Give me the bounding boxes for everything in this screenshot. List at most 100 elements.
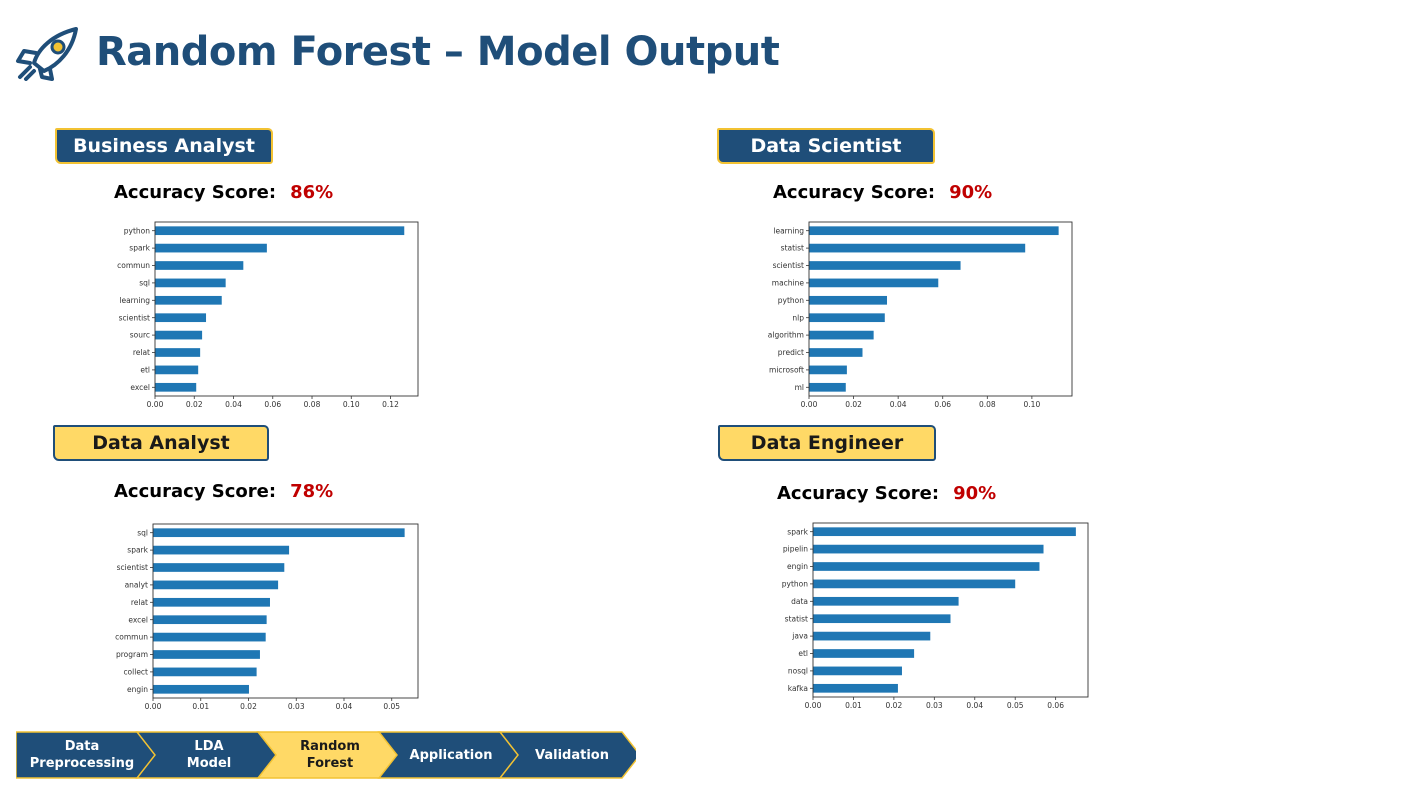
bar <box>155 261 244 270</box>
y-tick-label: scientist <box>117 563 148 572</box>
accuracy-value: 78% <box>290 481 334 502</box>
accuracy-label: Accuracy Score: <box>114 481 277 502</box>
y-tick-label: scientist <box>119 313 150 322</box>
bar <box>153 528 405 538</box>
x-tick-label: 0.00 <box>145 702 162 711</box>
y-tick-label: etl <box>798 649 808 658</box>
y-tick-label: python <box>124 226 150 235</box>
process-nav: Data Preprocessing LDA Model Random Forest… <box>16 731 636 779</box>
nav-step-5[interactable]: Validation <box>535 747 609 763</box>
bar <box>813 596 959 606</box>
x-tick-label: 0.03 <box>926 701 943 710</box>
y-tick-label: pipelin <box>783 545 808 554</box>
y-tick-label: relat <box>131 598 148 607</box>
bar <box>153 632 266 642</box>
y-tick-label: commun <box>115 633 148 642</box>
bar <box>153 545 290 555</box>
y-tick-label: ml <box>795 383 804 392</box>
accuracy-value: 90% <box>949 182 993 203</box>
y-tick-label: learning <box>773 226 804 235</box>
x-tick-label: 0.04 <box>336 702 353 711</box>
section-tag-business-analyst: Business Analyst <box>55 128 273 164</box>
bar <box>155 365 199 375</box>
bar <box>155 382 197 392</box>
bar <box>153 684 249 694</box>
y-tick-label: analyt <box>125 581 148 590</box>
y-tick-label: relat <box>133 348 150 357</box>
plot-frame <box>808 221 1073 397</box>
bar <box>809 330 874 340</box>
x-tick-label: 0.02 <box>845 400 862 409</box>
y-tick-label: predict <box>778 348 804 357</box>
accuracy-score-data-scientist: Accuracy Score: 90% <box>773 182 992 203</box>
y-tick-label: program <box>116 650 148 659</box>
section-tag-data-scientist: Data Scientist <box>717 128 935 164</box>
y-tick-label: machine <box>772 279 805 288</box>
y-tick-label: python <box>782 580 808 589</box>
x-tick-label: 0.00 <box>805 701 822 710</box>
x-tick-label: 0.01 <box>192 702 209 711</box>
bar <box>809 226 1059 236</box>
bar <box>155 226 405 236</box>
y-tick-label: spark <box>129 244 150 253</box>
x-tick-label: 0.06 <box>934 400 951 409</box>
bar <box>155 330 203 340</box>
bar <box>809 348 863 357</box>
x-tick-label: 0.00 <box>801 400 818 409</box>
bar <box>813 562 1040 571</box>
bar <box>813 649 915 658</box>
y-tick-label: statist <box>781 244 804 253</box>
nav-step-1[interactable]: Data Preprocessing <box>29 739 135 771</box>
y-tick-label: engin <box>127 685 148 694</box>
bar <box>153 563 285 572</box>
y-tick-label: nlp <box>792 313 804 322</box>
bar <box>153 667 257 677</box>
x-tick-label: 0.10 <box>1024 400 1041 409</box>
x-tick-label: 0.05 <box>383 702 400 711</box>
y-tick-label: sql <box>137 528 148 537</box>
accuracy-label: Accuracy Score: <box>114 182 277 203</box>
y-tick-label: collect <box>123 668 148 677</box>
nav-step-arrow <box>498 731 636 779</box>
y-tick-label: scientist <box>773 261 804 270</box>
y-tick-label: engin <box>787 562 808 571</box>
nav-step-2[interactable]: LDA Model <box>186 739 232 771</box>
accuracy-score-data-analyst: Accuracy Score: 78% <box>114 481 333 502</box>
feature-importance-chart-data-engineer: spark pipelin engin python data statist java et… <box>782 522 1089 710</box>
y-tick-label: microsoft <box>769 366 804 375</box>
rocket-icon <box>16 27 78 81</box>
x-tick-label: 0.08 <box>979 400 996 409</box>
y-tick-label: excel <box>130 383 150 392</box>
section-tag-data-engineer: Data Engineer <box>718 425 936 461</box>
bar <box>813 579 1016 589</box>
accuracy-value: 90% <box>953 483 997 504</box>
bar <box>155 295 222 305</box>
y-tick-label: nosql <box>788 667 808 676</box>
y-tick-label: learning <box>119 296 150 305</box>
x-tick-label: 0.02 <box>886 701 903 710</box>
y-tick-label: excel <box>128 615 148 624</box>
bar <box>155 243 267 253</box>
bar <box>809 243 1026 253</box>
x-tick-label: 0.01 <box>845 701 862 710</box>
plot-frame <box>152 523 419 699</box>
nav-step-3[interactable]: Random Forest <box>300 739 360 771</box>
bar <box>153 580 279 590</box>
bar <box>813 666 902 676</box>
bar <box>153 597 270 607</box>
x-tick-label: 0.04 <box>966 701 983 710</box>
y-tick-label: spark <box>787 527 808 536</box>
plot-frame <box>154 221 419 397</box>
x-tick-label: 0.12 <box>382 400 399 409</box>
feature-importance-chart-data-scientist: learning statist scientist machine python nlp… <box>768 221 1073 409</box>
bar <box>153 615 267 625</box>
y-tick-label: commun <box>117 261 150 270</box>
y-tick-label: sourc <box>130 331 150 340</box>
y-tick-label: java <box>791 632 808 641</box>
bar <box>813 544 1044 554</box>
title-bar: Random Forest – Model Output <box>14 22 780 82</box>
accuracy-score-business-analyst: Accuracy Score: 86% <box>114 182 333 203</box>
x-tick-label: 0.05 <box>1007 701 1024 710</box>
nav-step-4[interactable]: Application <box>409 747 493 763</box>
bar <box>153 650 260 659</box>
